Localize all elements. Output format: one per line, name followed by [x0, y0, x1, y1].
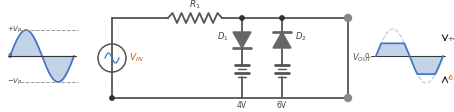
- Circle shape: [345, 14, 351, 22]
- Text: 0: 0: [365, 53, 369, 59]
- Text: -6.7V: -6.7V: [447, 75, 454, 81]
- Text: 6V: 6V: [277, 101, 287, 110]
- Circle shape: [346, 16, 350, 20]
- Circle shape: [345, 95, 351, 101]
- Text: $V_{OUT}$: $V_{OUT}$: [352, 52, 373, 64]
- Text: $D_2$: $D_2$: [295, 31, 306, 43]
- Polygon shape: [273, 32, 291, 48]
- Text: +$V_P$: +$V_P$: [7, 25, 23, 35]
- Circle shape: [346, 96, 350, 100]
- Circle shape: [280, 16, 284, 20]
- Circle shape: [240, 16, 244, 20]
- Polygon shape: [233, 32, 251, 48]
- Text: 4V: 4V: [237, 101, 247, 110]
- Text: $V_{IN}$: $V_{IN}$: [129, 52, 143, 64]
- Circle shape: [110, 96, 114, 100]
- Text: $D_1$: $D_1$: [217, 31, 229, 43]
- Text: $R_1$: $R_1$: [189, 0, 201, 11]
- Text: +4.7V: +4.7V: [447, 36, 454, 42]
- Text: 0: 0: [7, 53, 11, 59]
- Text: $-V_P$: $-V_P$: [7, 77, 23, 87]
